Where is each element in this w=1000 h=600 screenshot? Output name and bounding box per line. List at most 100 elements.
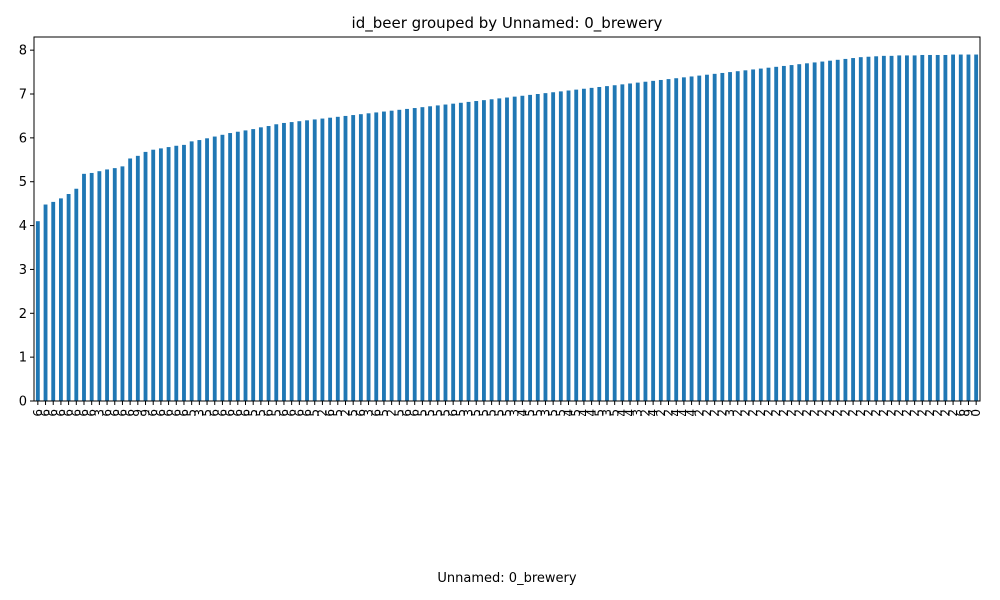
bar [343, 115, 348, 401]
chart-title: id_beer grouped by Unnamed: 0_brewery [352, 14, 663, 33]
bar [789, 65, 794, 401]
bar [720, 72, 725, 401]
x-tick-label: 2 [338, 409, 352, 417]
x-tick-label: 6 [954, 409, 968, 417]
x-tick-label: 2 [923, 409, 937, 417]
x-tick-label: 2 [700, 409, 714, 417]
bar [174, 145, 179, 401]
x-tick-label: 6 [400, 409, 414, 417]
x-tick-label: 2 [638, 409, 652, 417]
bar [497, 98, 502, 402]
bar [282, 122, 286, 401]
bar [620, 84, 625, 401]
bar [743, 70, 748, 401]
bar [505, 97, 509, 402]
bar [558, 91, 563, 401]
x-tick-label: 3 [631, 409, 645, 417]
bar [443, 104, 448, 401]
bar [389, 110, 394, 401]
bar [828, 60, 832, 402]
x-tick-label: 2 [785, 409, 799, 417]
bar [51, 201, 56, 401]
bar [581, 88, 586, 402]
y-tick-label: 4 [19, 219, 27, 234]
x-tick-label: 3 [723, 409, 737, 417]
bar [97, 171, 102, 401]
bar [928, 54, 932, 402]
bar [212, 136, 217, 401]
x-tick-label: 6 [85, 409, 99, 417]
x-tick-label: 2 [946, 409, 960, 417]
x-tick-label: 2 [708, 409, 722, 417]
y-tick-label: 1 [19, 351, 27, 366]
x-tick-label: 2 [792, 409, 806, 417]
x-tick-label: 5 [331, 409, 345, 417]
x-tick-label: 2 [869, 409, 883, 417]
x-tick-label: 6 [292, 409, 306, 417]
x-tick-label: 5 [454, 409, 468, 417]
bar [151, 149, 156, 401]
x-tick-label: 4 [685, 409, 699, 417]
bars-group [35, 54, 979, 402]
plot-frame [33, 36, 981, 402]
bar [120, 166, 125, 401]
x-tick-label: 2 [315, 409, 329, 417]
bar [812, 62, 817, 401]
y-axis: 0 1 2 3 4 5 6 7 8 [19, 44, 34, 410]
x-tick-label: 2 [761, 409, 775, 417]
bar [366, 113, 371, 401]
x-tick-label: 4 [677, 409, 691, 417]
bar [89, 172, 94, 401]
x-tick-label: 4 [562, 409, 576, 417]
x-tick-label: 5 [592, 409, 606, 417]
bar [297, 121, 302, 402]
bar [835, 59, 840, 402]
bar [489, 99, 494, 402]
x-tick-label: 6 [323, 409, 337, 417]
x-tick-label: 5 [469, 409, 483, 417]
bar [628, 83, 632, 401]
x-tick-label: 4 [646, 409, 660, 417]
bar [428, 106, 433, 401]
bar [66, 194, 71, 401]
x-tick-label: 2 [769, 409, 783, 417]
x-tick-label: 3 [508, 409, 522, 417]
bar [482, 100, 486, 402]
x-tick-label: 2 [931, 409, 945, 417]
x-tick-label: 6 [162, 409, 176, 417]
x-tick-label: 6 [231, 409, 245, 417]
bar [597, 86, 602, 401]
bar [843, 58, 848, 402]
x-tick-label: 6 [77, 409, 91, 417]
x-tick-label: 5 [308, 409, 322, 417]
bar [951, 54, 956, 401]
x-tick-label: 6 [100, 409, 114, 417]
bar [58, 198, 63, 401]
x-tick-label: 3 [462, 409, 476, 417]
bar [74, 188, 79, 401]
x-tick-label: 6 [108, 409, 122, 417]
bar [912, 55, 917, 401]
x-tick-label: 2 [831, 409, 845, 417]
x-tick-label: 9 [961, 409, 975, 417]
x-tick-label: 6 [300, 409, 314, 417]
y-tick-label: 2 [19, 307, 27, 322]
bar [274, 124, 279, 402]
x-tick-label: 2 [908, 409, 922, 417]
x-tick-label: 3 [538, 409, 552, 417]
x-tick-label: 6 [177, 409, 191, 417]
bar [143, 151, 148, 401]
x-tick-label: 2 [885, 409, 899, 417]
x-tick-label: 2 [915, 409, 929, 417]
x-tick-label: 6 [446, 409, 460, 417]
bar [35, 221, 40, 401]
x-tick-label: 6 [62, 409, 76, 417]
bar [235, 131, 240, 401]
x-tick-label: 2 [738, 409, 752, 417]
bar [905, 55, 909, 401]
x-tick-label: 6 [154, 409, 168, 417]
x-tick-label: 6 [69, 409, 83, 417]
x-axis: 6666666636666996666653566666556566665265… [31, 401, 983, 417]
x-tick-label: 6 [169, 409, 183, 417]
